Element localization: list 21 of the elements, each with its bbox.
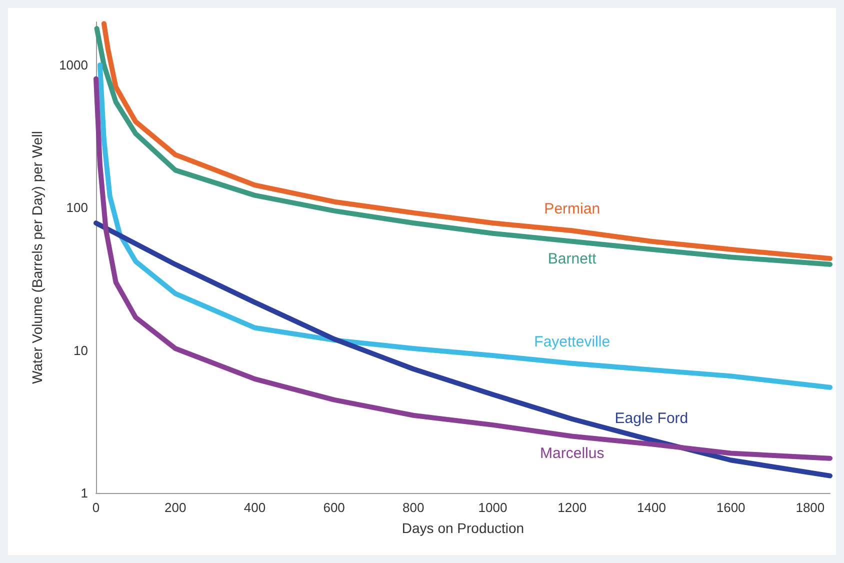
- y-tick-label: 100: [66, 200, 88, 216]
- x-tick-label: 1000: [478, 500, 508, 515]
- y-axis-title: Water Volume (Barrels per Day) per Well: [29, 131, 45, 384]
- x-tick-label: 1800: [796, 500, 825, 515]
- x-tick-label: 1600: [716, 500, 746, 515]
- x-tick-label: 1200: [558, 500, 587, 515]
- series-label: Eagle Ford: [614, 410, 688, 428]
- series-label: Permian: [544, 200, 600, 218]
- y-tick-label: 10: [74, 342, 88, 358]
- y-tick-label: 1000: [59, 57, 88, 72]
- series-label: Fayetteville: [534, 333, 610, 350]
- x-axis-title: Days on Production: [402, 520, 524, 536]
- y-tick-label: 1: [80, 486, 88, 500]
- x-tick-label: 400: [244, 500, 266, 515]
- x-tick-label: 600: [323, 500, 345, 515]
- x-tick-label: 800: [402, 500, 424, 515]
- series-label: Marcellus: [540, 445, 604, 462]
- series-label: Barnett: [548, 250, 598, 268]
- x-tick-label: 200: [164, 500, 186, 515]
- x-tick-label: 1400: [637, 500, 666, 515]
- x-tick-label: 0: [92, 500, 100, 515]
